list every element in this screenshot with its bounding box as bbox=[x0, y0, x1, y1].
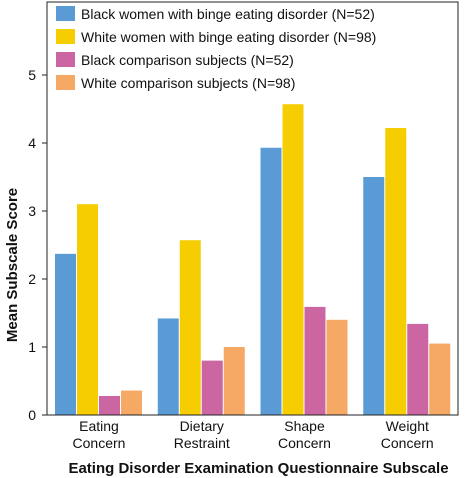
bar-eating-concern-series-2 bbox=[77, 204, 98, 415]
x-axis-title: Eating Disorder Examination Questionnair… bbox=[68, 460, 448, 477]
y-axis-title: Mean Subscale Score bbox=[4, 188, 21, 342]
legend: Black women with binge eating disorder (… bbox=[56, 6, 376, 91]
legend-swatch bbox=[56, 29, 75, 44]
x-tick-label: Eating bbox=[79, 418, 119, 434]
bar-dietary-restraint-series-3 bbox=[201, 360, 223, 415]
legend-swatch bbox=[56, 52, 75, 67]
y-tick-label: 2 bbox=[28, 271, 36, 287]
bar-dietary-restraint-series-2 bbox=[179, 240, 201, 415]
bar-eating-concern-series-4 bbox=[121, 390, 142, 415]
bar-dietary-restraint-series-4 bbox=[223, 347, 245, 415]
plot-frame bbox=[46, 1, 459, 416]
bar-shape-concern-series-1 bbox=[260, 147, 282, 415]
y-tick-label: 3 bbox=[28, 203, 36, 219]
axes-layer bbox=[46, 1, 459, 416]
legend-label: White comparison subjects (N=98) bbox=[81, 75, 295, 91]
x-tick-label: Concern bbox=[73, 435, 126, 451]
x-tick-label: Shape bbox=[284, 418, 325, 434]
bar-eating-concern-series-1 bbox=[55, 253, 76, 415]
y-tick-label: 0 bbox=[28, 407, 36, 423]
x-tick-label: Restraint bbox=[174, 435, 230, 451]
x-tick-label: Concern bbox=[381, 435, 434, 451]
y-axis-ticks: 0 1 2 3 4 5 bbox=[28, 67, 47, 423]
bar-weight-concern-series-2 bbox=[385, 128, 407, 416]
x-axis-ticks: EatingConcernDietaryRestraintShapeConcer… bbox=[73, 418, 434, 451]
x-tick-label: Concern bbox=[278, 435, 331, 451]
bar-shape-concern-series-3 bbox=[304, 306, 326, 415]
bar-weight-concern-series-1 bbox=[363, 177, 385, 415]
x-tick-label: Dietary bbox=[180, 418, 224, 434]
bar-shape-concern-series-4 bbox=[326, 319, 348, 415]
legend-label: Black comparison subjects (N=52) bbox=[81, 52, 294, 68]
y-tick-label: 1 bbox=[28, 339, 36, 355]
legend-swatch bbox=[56, 75, 75, 90]
bar-weight-concern-series-4 bbox=[429, 343, 451, 415]
bar-weight-concern-series-3 bbox=[407, 323, 429, 415]
legend-swatch bbox=[56, 6, 75, 21]
bars-layer bbox=[55, 104, 451, 416]
x-tick-label: Weight bbox=[386, 418, 429, 434]
legend-label: Black women with binge eating disorder (… bbox=[81, 6, 375, 22]
bar-dietary-restraint-series-1 bbox=[157, 318, 179, 415]
bar-eating-concern-series-3 bbox=[99, 395, 120, 415]
y-tick-label: 5 bbox=[28, 67, 36, 83]
bar-shape-concern-series-2 bbox=[282, 104, 304, 416]
legend-label: White women with binge eating disorder (… bbox=[81, 29, 376, 45]
y-tick-label: 4 bbox=[28, 135, 36, 151]
